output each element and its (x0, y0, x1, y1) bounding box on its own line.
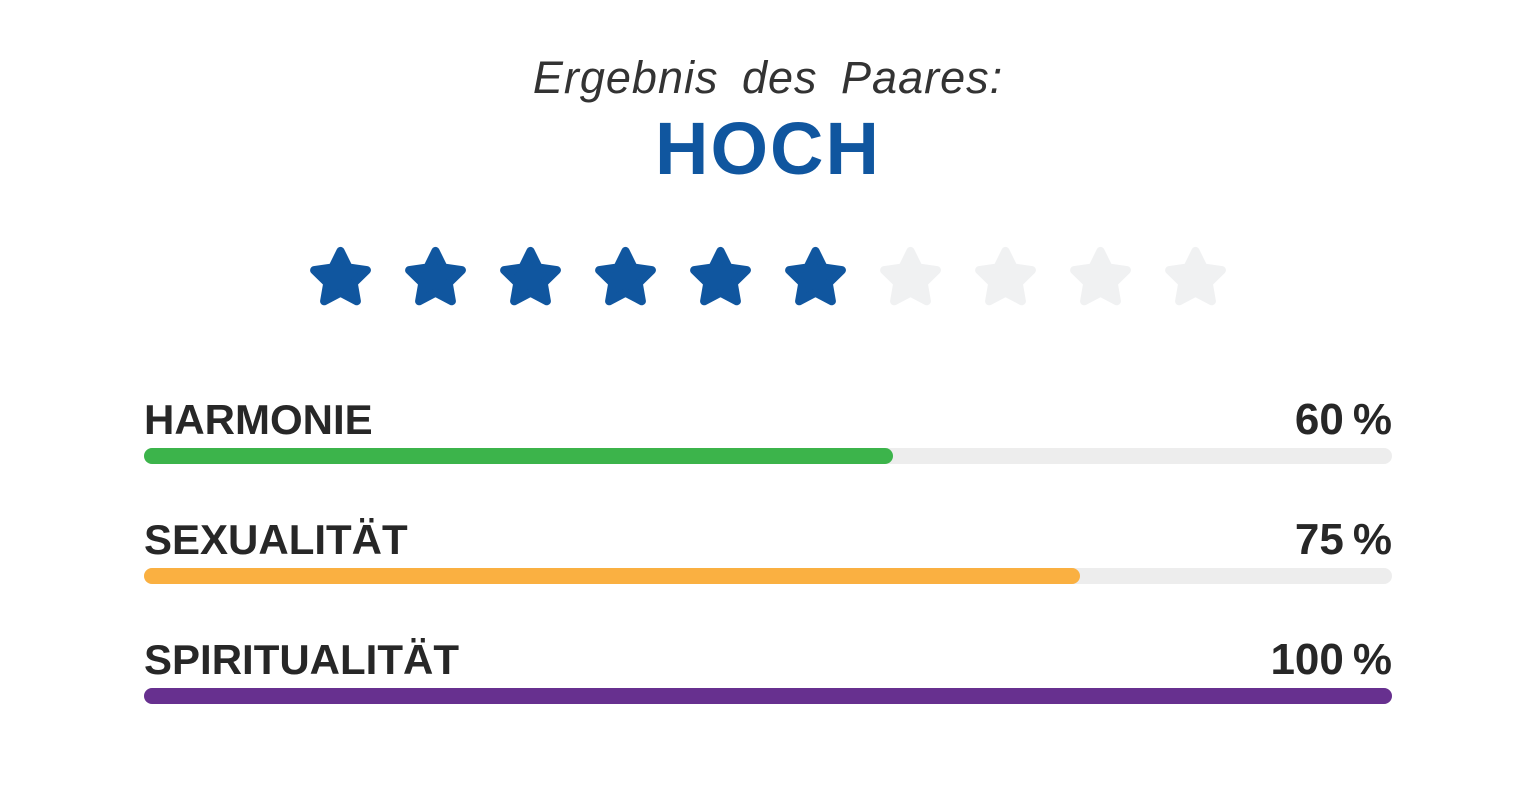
progress-fill (144, 447, 893, 464)
metric-row: SEXUALITÄT 75% (144, 515, 1392, 584)
metric-header: HARMONIE 60% (144, 395, 1392, 444)
metric-value-number: 75 (1294, 514, 1344, 564)
star-icon-filled (309, 246, 372, 309)
metrics-list: HARMONIE 60% SEXUALITÄT 75% SPIRITUALITÄT 100… (144, 395, 1392, 704)
star-icon-empty (879, 246, 942, 309)
metric-value-number: 100 (1270, 634, 1344, 684)
metric-row: HARMONIE 60% (144, 395, 1392, 464)
metric-label: SPIRITUALITÄT (144, 635, 459, 683)
progress-fill (144, 567, 1080, 584)
metric-value-unit: % (1352, 634, 1392, 684)
star-icon-empty (1164, 246, 1227, 309)
star-icon-empty (974, 246, 1037, 309)
metric-label: HARMONIE (144, 395, 373, 443)
metric-value-unit: % (1352, 394, 1392, 444)
star-icon-filled (499, 246, 562, 309)
result-title: Ergebnis des Paares: (532, 52, 1004, 103)
star-icon-filled (594, 246, 657, 309)
star-rating (0, 246, 1536, 309)
metric-label: SEXUALITÄT (144, 515, 408, 563)
progress-track (144, 447, 1392, 464)
metric-header: SEXUALITÄT 75% (144, 515, 1392, 564)
metric-value: 100% (1270, 635, 1392, 685)
star-icon-filled (784, 246, 847, 309)
metric-row: SPIRITUALITÄT 100% (144, 635, 1392, 704)
metric-header: SPIRITUALITÄT 100% (144, 635, 1392, 684)
result-level: HOCH (655, 106, 881, 190)
progress-track (144, 687, 1392, 704)
progress-track (144, 567, 1392, 584)
progress-fill (144, 687, 1392, 704)
star-icon-empty (1069, 246, 1132, 309)
metric-value-unit: % (1352, 514, 1392, 564)
metric-value: 60% (1295, 395, 1392, 445)
metric-value: 75% (1295, 515, 1392, 565)
star-icon-filled (689, 246, 752, 309)
metric-value-number: 60 (1294, 394, 1344, 444)
star-icon-filled (404, 246, 467, 309)
